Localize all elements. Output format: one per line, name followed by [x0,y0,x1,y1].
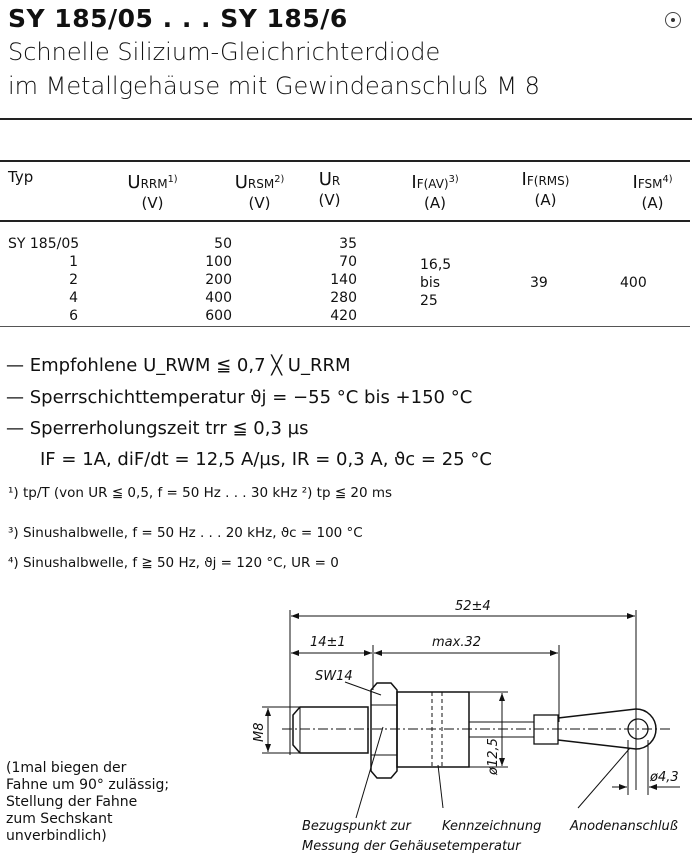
urrm-value: 600 [205,308,232,324]
col-urrm: URRM1) (V) [127,172,178,212]
table-row: 4 [69,290,78,306]
urrm-value: 50 [214,236,232,252]
table-row: 2 [69,272,78,288]
col-typ: Typ [8,168,34,186]
col-ursm: URSM2) (V) [234,172,285,212]
ur-value: 140 [330,272,357,288]
if-av-value: 16,5 [420,257,452,273]
reference-label: Bezugspunkt zur [302,819,413,834]
dim-body-label: max.32 [432,635,481,650]
col-ifsm: IFSM4) (A) [632,172,673,212]
table-row: 1 [69,254,78,270]
anode-lug [557,708,657,750]
if-av-value: bis [420,275,441,291]
circle-dot-icon [665,12,681,28]
ur-value: 70 [339,254,357,270]
title-divider [0,118,692,120]
hex-label: SW14 [315,669,353,684]
ur-value: 35 [339,236,357,252]
hex-nut [370,682,398,779]
urrm-value: 100 [205,254,232,270]
lug-eye [627,718,649,740]
col-ur: UR (V) [318,169,341,209]
table-header-rule [0,220,690,222]
col-if-av: IF(AV)3) (A) [411,172,459,212]
dim-thread-label: 14±1 [310,635,346,650]
urrm-value: 200 [205,272,232,288]
table-row: SY 185/05 [8,236,80,252]
condition-test-params: IF = 1A, diF/dt = 12,5 A/µs, IR = 0,3 A,… [40,449,492,470]
footnote-4: ⁴) Sinushalbwelle, f ≧ 50 Hz, ϑj = 120 °… [8,555,339,571]
ur-value: 280 [330,290,357,306]
if-av-value: 25 [420,293,438,309]
table-top-rule [0,160,690,162]
body-dia-label: ø12,5 [486,738,501,776]
condition-recovery-time: — Sperrerholungszeit trr ≦ 0,3 µs [6,418,309,439]
footnote-1: ¹) tp/T (von UR ≦ 0,5, f = 50 Hz . . . 3… [8,485,393,501]
table-row: 6 [69,308,78,324]
condition-urwm: — Empfohlene U_RWM ≦ 0,7 ╳ U_RRM [6,355,351,376]
eye-dia-label: ø4,3 [649,770,679,785]
crimp-sleeve [533,714,559,745]
ur-value: 420 [330,308,357,324]
col-if-rms: IF(RMS) (A) [521,169,570,209]
subtitle-line-1: Schnelle Silizium-Gleichrichterdiode [8,38,441,66]
dim-total-label: 52±4 [455,599,491,614]
leader-marking [437,764,444,809]
leader-sw14 [344,681,382,696]
subtitle-line-2: im Metallgehäuse mit Gewindeanschluß M 8 [8,72,540,100]
threaded-stud [292,706,369,754]
condition-junction-temp: — Sperrschichttemperatur ϑj = −55 °C bis… [6,387,473,408]
leader-anode [577,747,631,809]
marking-label: Kennzeichnung [442,819,541,834]
anode-label: Anodenanschluß [569,819,678,834]
reference-label-2: Messung der Gehäusetemperatur [302,839,522,854]
mounting-note: (1mal biegen der Fahne um 90° zulässig; … [6,760,170,844]
ifsm-value: 400 [620,275,647,291]
if-rms-value: 39 [530,275,548,291]
thread-label: M8 [252,723,267,743]
diode-body [396,691,470,768]
page-title: SY 185/05 . . . SY 185/6 [8,4,348,33]
table-bottom-rule [0,326,690,327]
leader-reference [355,726,384,819]
footnote-3: ³) Sinushalbwelle, f = 50 Hz . . . 20 kH… [8,525,363,541]
urrm-value: 400 [205,290,232,306]
